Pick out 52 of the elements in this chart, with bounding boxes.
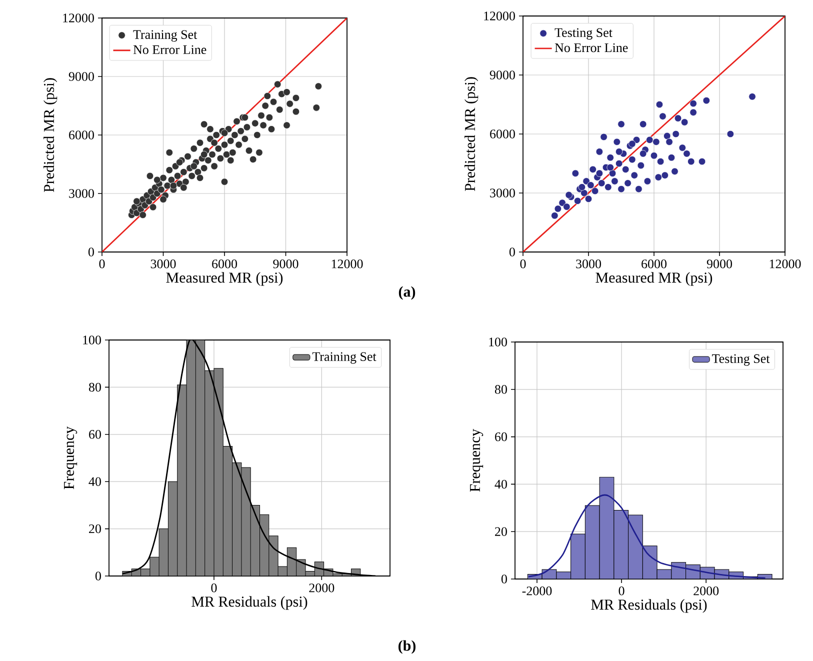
x-tick-label: 9000	[273, 260, 298, 268]
x-tick-label: 6000	[212, 260, 238, 268]
y-axis-title: Predicted MR (psi)	[464, 77, 478, 192]
x-tick-label: -2000	[522, 586, 552, 596]
y-tick-label: 9000	[490, 70, 515, 80]
legend-label: Testing Set	[712, 354, 770, 366]
x-tick-label: 0	[211, 584, 217, 592]
y-tick-label: 6000	[490, 130, 515, 138]
x-tick-label: 12000	[332, 260, 363, 268]
y-tick-label: 12000	[63, 14, 94, 22]
y-tick-label: 3000	[69, 189, 94, 198]
y-axis-title: Frequency	[470, 428, 484, 492]
x-axis-title: Measured MR (psi)	[166, 272, 283, 286]
x-tick-label: 0	[618, 586, 624, 596]
y-tick-label: 100	[489, 338, 507, 346]
y-tick-label: 20	[89, 524, 101, 534]
y-tick-label: 6000	[69, 130, 94, 140]
x-tick-label: 6000	[642, 260, 667, 268]
x-axis-title: MR Residuals (psi)	[591, 599, 707, 613]
x-axis-title: Measured MR (psi)	[596, 272, 712, 286]
y-tick-label: 3000	[490, 188, 515, 198]
y-tick-label: 80	[88, 382, 101, 392]
y-tick-label: 0	[88, 248, 94, 256]
y-tick-label: 60	[89, 430, 101, 439]
text: (a)	[398, 286, 416, 300]
x-tick-label: 2000	[309, 584, 334, 592]
x-tick-label: 3000	[150, 260, 176, 268]
legend-label: Training Set	[133, 30, 198, 42]
legend-label: No Error Line	[554, 43, 628, 52]
y-tick-label: 0	[501, 574, 507, 584]
y-tick-label: 40	[88, 477, 101, 486]
x-tick-label: 9000	[706, 260, 732, 268]
y-tick-label: 9000	[68, 72, 94, 81]
y-tick-label: 60	[495, 432, 507, 442]
y-tick-label: 0	[95, 572, 101, 580]
legend-label: Testing Set	[554, 28, 612, 40]
y-tick-label: 80	[494, 385, 507, 394]
legend-label: No Error Line	[133, 45, 206, 54]
y-tick-label: 12000	[484, 12, 515, 20]
y-tick-label: 40	[494, 480, 507, 489]
legend-label: Training Set	[312, 352, 376, 364]
x-tick-label: 12000	[770, 260, 801, 268]
y-tick-label: 20	[495, 527, 507, 536]
y-tick-label: 0	[509, 248, 515, 256]
y-axis-title: Predicted MR (psi)	[44, 78, 58, 192]
y-axis-title: Frequency	[64, 426, 78, 490]
x-tick-label: 2000	[694, 586, 719, 596]
x-tick-label: 3000	[576, 260, 602, 268]
x-axis-title: MR Residuals (psi)	[192, 596, 308, 610]
text: (b)	[398, 640, 416, 654]
x-tick-label: 0	[520, 260, 526, 268]
y-tick-label: 100	[83, 336, 101, 344]
